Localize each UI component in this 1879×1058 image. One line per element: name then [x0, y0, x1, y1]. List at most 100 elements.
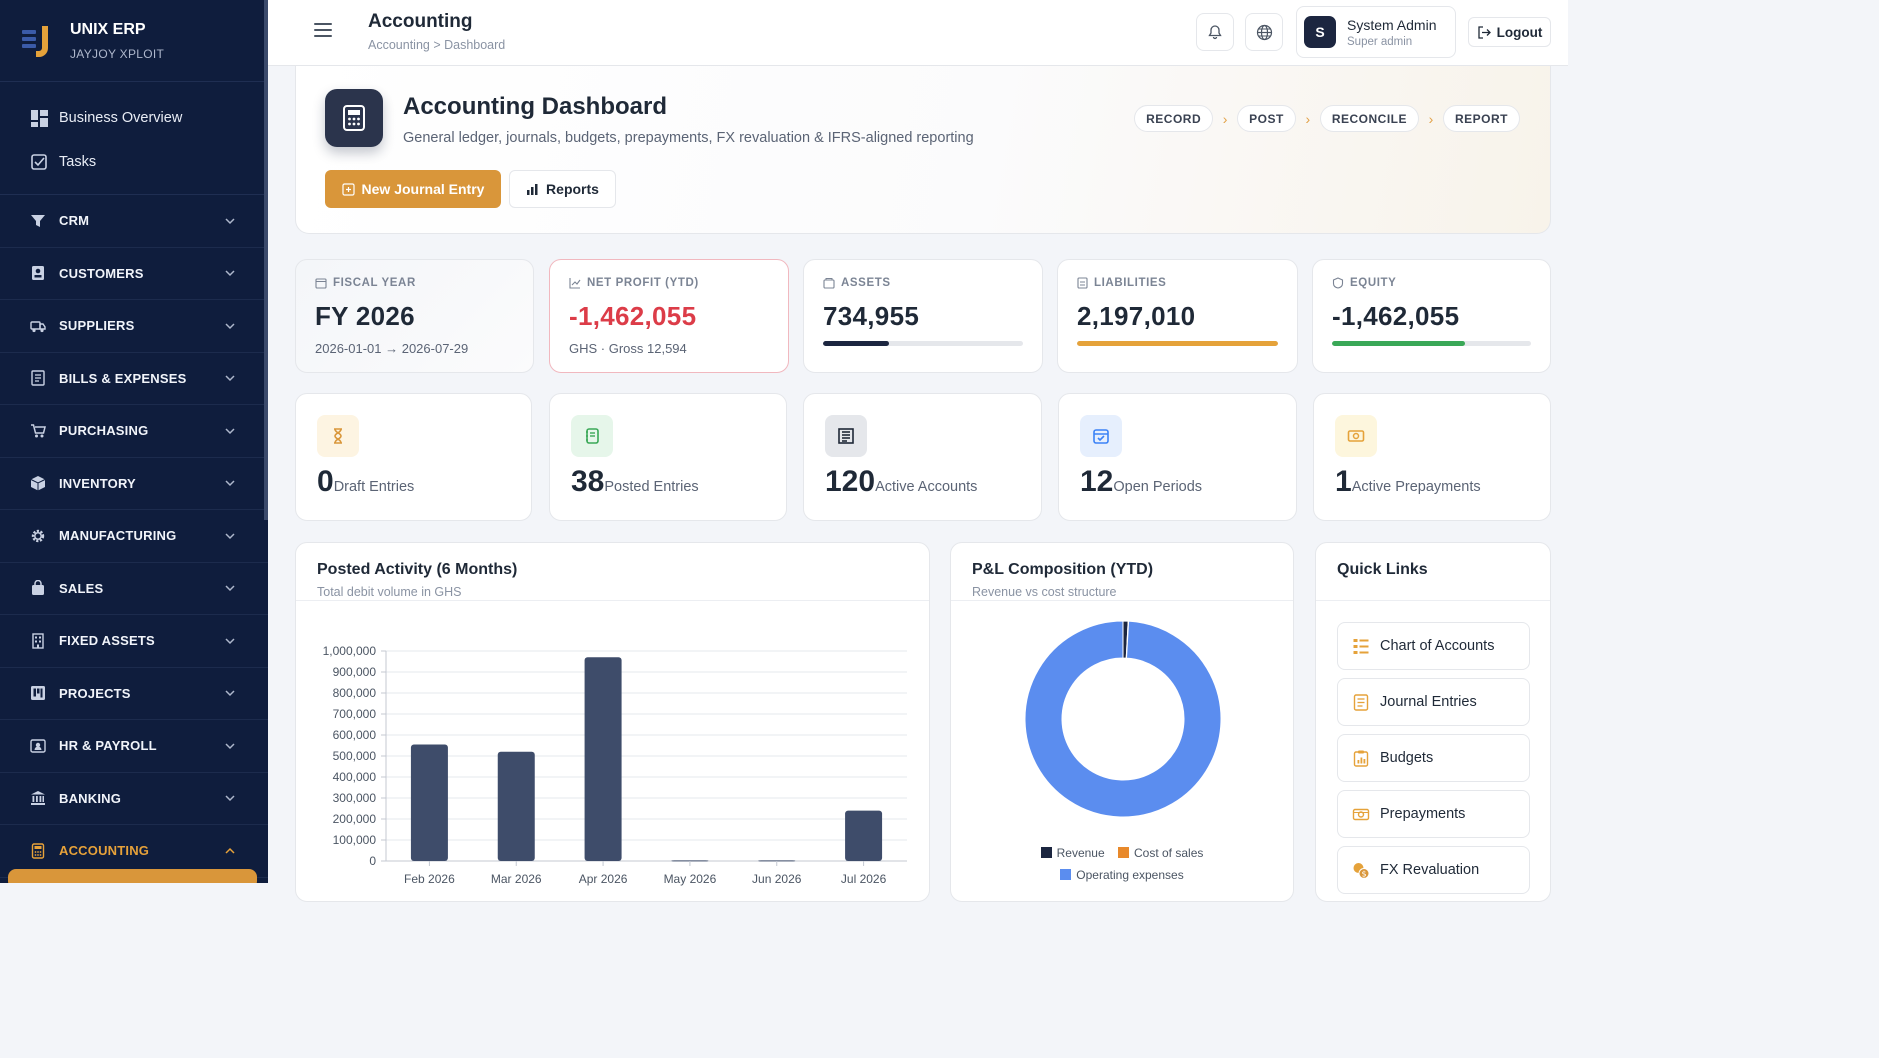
sidebar-group-inventory[interactable]: INVENTORY: [0, 458, 268, 510]
kpi-label: EQUITY: [1350, 277, 1397, 289]
x-tick-label: Jun 2026: [752, 872, 802, 886]
dashboard-title: Accounting Dashboard: [403, 93, 668, 120]
stat-card-posted-entries[interactable]: 38 Posted Entries: [549, 393, 787, 521]
sidebar-group-banking[interactable]: BANKING: [0, 773, 268, 825]
legend-item-cost-of-sales[interactable]: Cost of sales: [1118, 846, 1203, 860]
bar: [584, 657, 622, 861]
brand-name: UNIX ERP: [70, 20, 146, 38]
sidebar-group-hr-payroll[interactable]: HR & PAYROLL: [0, 720, 268, 773]
brand-subtitle: JAYJOY XPLOIT: [70, 46, 165, 61]
sidebar-group-projects[interactable]: PROJECTS: [0, 668, 268, 720]
breadcrumb[interactable]: Accounting > Dashboard: [368, 38, 506, 52]
pl-composition-panel: P&L Composition (YTD) Revenue vs cost st…: [950, 542, 1294, 902]
page-title: Accounting: [368, 11, 473, 32]
sidebar-item-tasks[interactable]: Tasks: [0, 140, 268, 184]
step-report[interactable]: REPORT: [1442, 105, 1520, 132]
step-reconcile[interactable]: RECONCILE: [1319, 105, 1419, 132]
donut-slice-operating-expenses[interactable]: [1024, 621, 1222, 818]
new-journal-entry-label: New Journal Entry: [361, 181, 485, 197]
quick-link-prepayments[interactable]: Prepayments: [1337, 790, 1530, 838]
quick-link-budgets[interactable]: Budgets: [1337, 734, 1530, 782]
sidebar-group-purchasing[interactable]: PURCHASING: [0, 405, 268, 458]
sidebar-group-label: BILLS & EXPENSES: [59, 370, 187, 386]
kpi-value: FY 2026: [315, 301, 415, 331]
quick-link-label: Journal Entries: [1380, 694, 1477, 710]
user-menu[interactable]: S System Admin Super admin: [1296, 6, 1456, 58]
sidebar-group-fixed-assets[interactable]: FIXED ASSETS: [0, 615, 268, 668]
legend-item-revenue[interactable]: Revenue: [1040, 846, 1105, 860]
active-submenu-indicator[interactable]: [8, 869, 257, 883]
brand[interactable]: UNIX ERP JAYJOY XPLOIT: [0, 0, 268, 82]
kpi-value: 734,955: [823, 301, 920, 331]
stat-card-open-periods[interactable]: 12 Open Periods: [1058, 393, 1297, 521]
quick-link-label: Budgets: [1380, 750, 1434, 766]
stat-card-active-prepayments[interactable]: 1 Active Prepayments: [1313, 393, 1551, 521]
y-tick-label: 200,000: [333, 812, 377, 826]
notebook-icon: [571, 415, 613, 457]
sidebar-scrollbar[interactable]: [264, 0, 268, 520]
kpi-label: FISCAL YEAR: [333, 277, 416, 289]
filter-icon: [30, 213, 46, 229]
chevron-down-icon: [225, 218, 235, 224]
sidebar-group-manufacturing[interactable]: MANUFACTURING: [0, 510, 268, 563]
kpi-net-profit: NET PROFIT (YTD) -1,462,055 GHS · Gross …: [549, 259, 789, 373]
sidebar-group-label: CRM: [59, 213, 90, 229]
x-tick-label: May 2026: [664, 872, 717, 886]
quick-link-label: Chart of Accounts: [1380, 638, 1495, 654]
bank-icon: [30, 790, 46, 806]
quick-link-fx-revaluation[interactable]: $ FX Revaluation: [1337, 846, 1530, 894]
dashboard-hero: Accounting Dashboard General ledger, jou…: [295, 66, 1551, 234]
panel-title: P&L Composition (YTD): [972, 561, 1154, 578]
shield-icon: [1332, 277, 1344, 289]
workflow-steps: RECORD › POST › RECONCILE › REPORT: [1134, 105, 1520, 132]
y-tick-label: 100,000: [333, 833, 377, 847]
dashboard-subtitle: General ledger, journals, budgets, prepa…: [403, 130, 974, 146]
bar: [497, 751, 535, 861]
quick-link-chart-of-accounts[interactable]: Chart of Accounts: [1337, 622, 1530, 670]
y-tick-label: 600,000: [333, 728, 377, 742]
hourglass-icon: [317, 415, 359, 457]
x-tick-label: Mar 2026: [491, 872, 542, 886]
sidebar-group-customers[interactable]: CUSTOMERS: [0, 248, 268, 300]
sidebar-group-label: PURCHASING: [59, 423, 149, 439]
quick-link-journal-entries[interactable]: Journal Entries: [1337, 678, 1530, 726]
stat-label: Active Prepayments: [1351, 479, 1481, 495]
kpi-liabilities: LIABILITIES 2,197,010: [1057, 259, 1298, 373]
panel-subtitle: Revenue vs cost structure: [972, 585, 1117, 599]
stat-value: 0: [317, 465, 334, 498]
chart-legend-row-2: Operating expenses: [951, 868, 1293, 882]
wallet-icon: [823, 278, 835, 289]
kpi-fiscal-year: FISCAL YEAR FY 2026 2026-01-01 → 2026-07…: [295, 259, 534, 373]
stat-label: Posted Entries: [604, 479, 699, 495]
sidebar-group-sales[interactable]: SALES: [0, 563, 268, 615]
kpi-value: 2,197,010: [1077, 301, 1196, 331]
legend-item-operating-expenses[interactable]: Operating expenses: [1060, 868, 1184, 882]
language-button[interactable]: [1245, 13, 1283, 51]
step-post[interactable]: POST: [1237, 105, 1296, 132]
kpi-sub: GHS · Gross 12,594: [569, 341, 687, 356]
sidebar-group-crm[interactable]: CRM: [0, 195, 268, 248]
document-icon: [1077, 277, 1088, 289]
stat-card-active-accounts[interactable]: 120 Active Accounts: [803, 393, 1042, 521]
panel-title: Posted Activity (6 Months): [317, 561, 518, 578]
x-tick-label: Feb 2026: [404, 872, 455, 886]
kpi-value: -1,462,055: [1332, 301, 1460, 331]
notifications-button[interactable]: [1196, 13, 1234, 51]
pl-composition-donut-chart: [1024, 621, 1222, 818]
chevron-down-icon: [225, 270, 235, 277]
reports-button[interactable]: Reports: [509, 170, 616, 208]
sidebar-group-suppliers[interactable]: SUPPLIERS: [0, 300, 268, 353]
x-tick-label: Apr 2026: [579, 872, 628, 886]
cart-icon: [30, 423, 46, 439]
stat-card-draft-entries[interactable]: 0 Draft Entries: [295, 393, 532, 521]
hamburger-menu-icon[interactable]: [314, 22, 332, 38]
logout-button[interactable]: Logout: [1468, 17, 1551, 47]
sidebar-group-bills-expenses[interactable]: BILLS & EXPENSES: [0, 353, 268, 405]
checkbox-icon: [30, 153, 48, 171]
chevron-down-icon: [225, 743, 235, 749]
new-journal-entry-button[interactable]: New Journal Entry: [325, 170, 501, 208]
logout-label: Logout: [1496, 24, 1543, 40]
sidebar-item-business-overview[interactable]: Business Overview: [0, 96, 268, 140]
stat-label: Active Accounts: [875, 479, 978, 495]
step-record[interactable]: RECORD: [1134, 105, 1214, 132]
